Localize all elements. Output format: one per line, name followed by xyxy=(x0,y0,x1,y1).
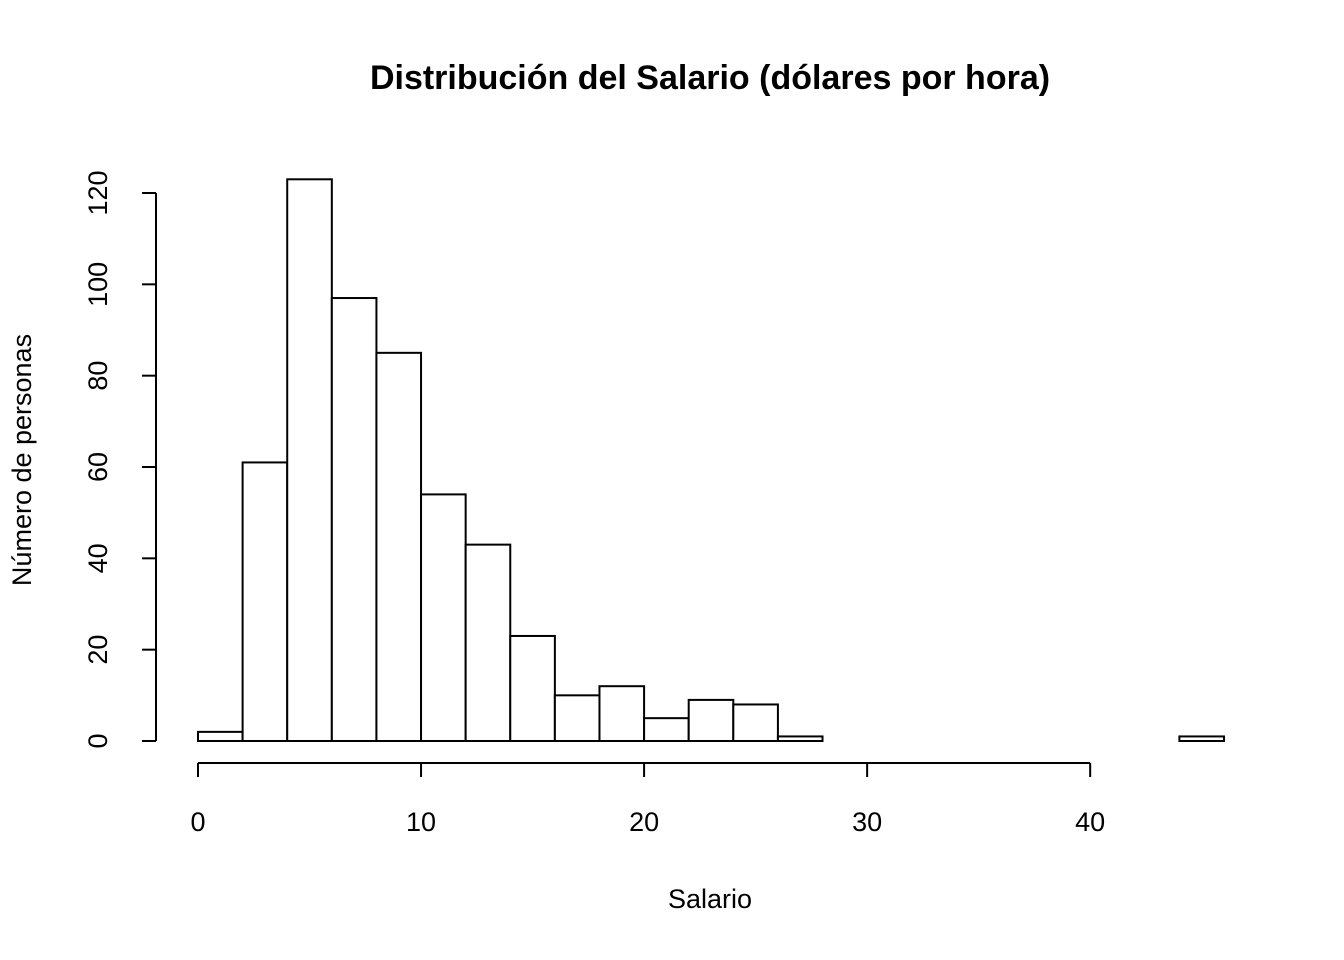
chart-title: Distribución del Salario (dólares por ho… xyxy=(370,59,1050,97)
bar xyxy=(375,351,423,742)
y-axis-label: Número de personas xyxy=(7,334,37,586)
bar xyxy=(598,685,646,743)
y-tick-label: 40 xyxy=(83,543,113,573)
bar xyxy=(509,634,556,743)
x-tick-label: 0 xyxy=(190,807,205,837)
bar xyxy=(197,730,244,742)
x-tick-label: 40 xyxy=(1075,807,1105,837)
x-axis-label: Salario xyxy=(668,884,752,914)
bar xyxy=(420,493,467,742)
y-tick-label: 120 xyxy=(83,170,113,215)
bar xyxy=(687,698,735,743)
y-tick-label: 80 xyxy=(83,361,113,391)
y-tick-label: 0 xyxy=(83,733,113,748)
x-tick-label: 30 xyxy=(852,807,882,837)
y-tick-label: 20 xyxy=(83,635,113,665)
bar xyxy=(464,543,512,743)
bar xyxy=(1178,735,1226,743)
y-tick-label: 100 xyxy=(83,262,113,307)
x-tick-label: 10 xyxy=(406,807,436,837)
x-tick-label: 20 xyxy=(629,807,659,837)
bar xyxy=(732,703,779,743)
bar xyxy=(643,717,690,743)
bar xyxy=(286,178,333,743)
bar xyxy=(553,694,601,742)
y-tick-label: 60 xyxy=(83,452,113,482)
bar xyxy=(241,461,289,742)
bar xyxy=(776,735,824,743)
bar xyxy=(330,297,378,742)
